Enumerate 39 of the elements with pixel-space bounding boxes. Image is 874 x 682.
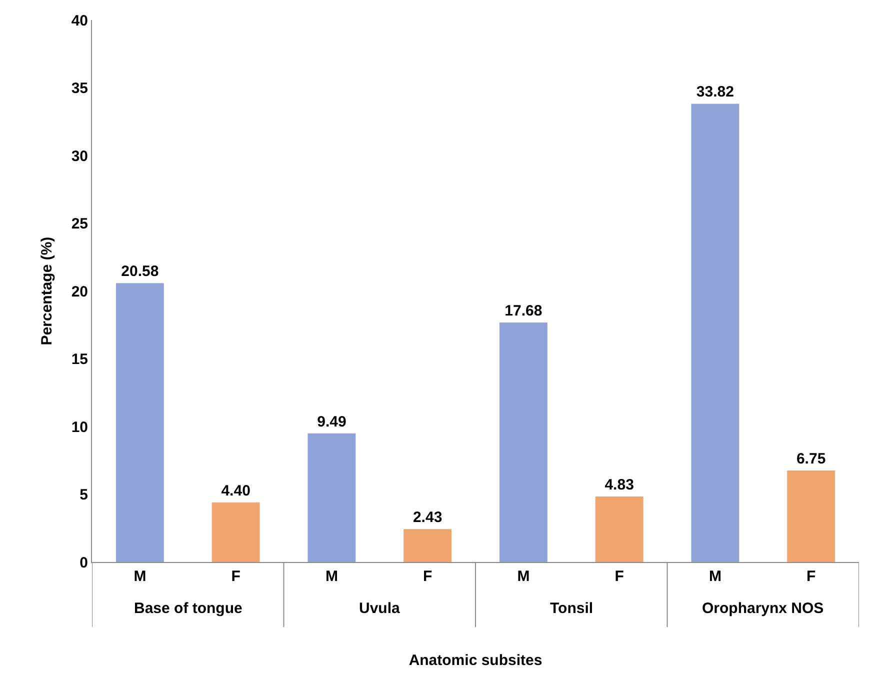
y-tick-label: 15 xyxy=(71,351,88,368)
bar xyxy=(499,322,548,562)
data-label: 17.68 xyxy=(504,302,542,320)
bar xyxy=(212,502,260,562)
bar xyxy=(691,104,740,562)
y-tick-label: 30 xyxy=(71,148,88,165)
text: Tonsil xyxy=(550,600,594,617)
bar xyxy=(116,283,164,562)
y-tick-label: 25 xyxy=(71,216,88,232)
data-label: 2.43 xyxy=(412,509,442,526)
y-tick-label: 20 xyxy=(71,283,88,300)
x-axis-title: Anatomic subsites xyxy=(408,652,542,669)
data-label: 4.83 xyxy=(604,476,634,494)
x-tick-label: M xyxy=(325,568,338,585)
x-tick-label: M xyxy=(134,568,146,585)
data-label: 4.40 xyxy=(221,482,250,500)
x-tick-label: F xyxy=(614,568,624,585)
x-tick-label: F xyxy=(231,568,240,585)
data-label: 33.82 xyxy=(696,84,734,101)
text: Base of tongue xyxy=(134,600,242,617)
y-tick-label: 10 xyxy=(71,418,88,436)
text: Uvula xyxy=(359,600,401,617)
x-tick-label: F xyxy=(422,568,432,585)
text: Oropharynx NOS xyxy=(702,600,824,617)
x-tick-label: M xyxy=(517,568,530,585)
bar xyxy=(308,433,356,562)
y-tick-label: 0 xyxy=(80,554,88,572)
bar xyxy=(787,470,836,562)
y-tick-label: 35 xyxy=(71,80,88,97)
data-label: 20.58 xyxy=(121,263,159,280)
data-label: 6.75 xyxy=(796,450,826,468)
bar xyxy=(595,496,644,562)
bar xyxy=(404,529,452,562)
data-label: 9.49 xyxy=(317,413,346,430)
y-tick-label: 5 xyxy=(80,486,88,504)
x-tick-label: M xyxy=(708,568,722,585)
y-axis-title: Percentage (%) xyxy=(38,236,56,346)
x-tick-label: F xyxy=(806,568,816,585)
y-tick-label: 40 xyxy=(71,12,88,30)
